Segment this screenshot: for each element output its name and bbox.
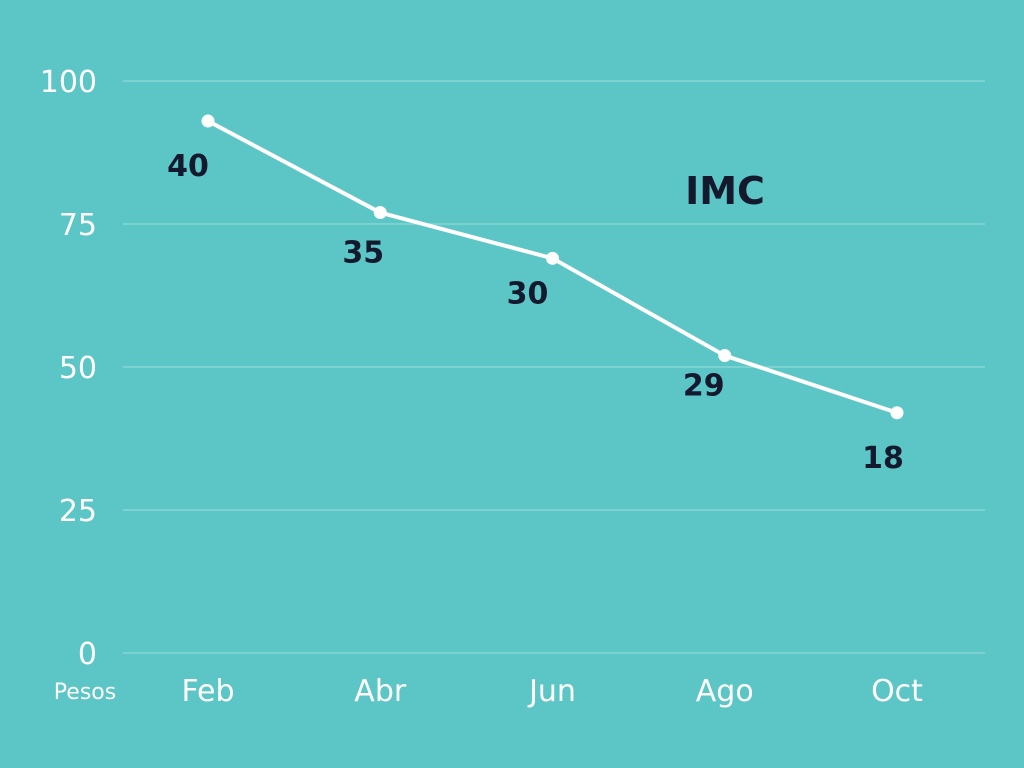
y-tick-label: 0 (78, 637, 97, 672)
x-tick-label: Abr (354, 674, 407, 709)
grid-lines (123, 80, 985, 654)
chart-annotation: IMC (685, 169, 765, 213)
x-tick-label: Oct (871, 674, 923, 709)
data-label: 40 (167, 149, 209, 184)
x-tick-label: Ago (696, 674, 754, 709)
data-labels: 40 35 30 29 18 (167, 149, 904, 476)
data-label: 18 (862, 441, 904, 476)
x-axis-ticks: Feb Abr Jun Ago Oct (181, 674, 923, 709)
data-point (890, 406, 904, 420)
data-point (718, 349, 732, 363)
x-tick-label: Feb (181, 674, 234, 709)
data-label: 35 (342, 236, 384, 271)
y-axis-ticks: 0 25 50 75 100 (40, 65, 97, 672)
y-tick-label: 50 (59, 351, 97, 386)
y-tick-label: 25 (59, 494, 97, 529)
data-point (201, 114, 215, 128)
x-tick-label: Jun (527, 674, 576, 709)
y-axis-label: Pesos (54, 680, 116, 705)
series-imc (201, 114, 904, 420)
y-tick-label: 100 (40, 65, 97, 100)
data-label: 29 (683, 369, 725, 404)
data-point (373, 206, 387, 220)
data-point (546, 251, 559, 265)
y-tick-label: 75 (59, 208, 97, 243)
data-label: 30 (507, 276, 549, 311)
